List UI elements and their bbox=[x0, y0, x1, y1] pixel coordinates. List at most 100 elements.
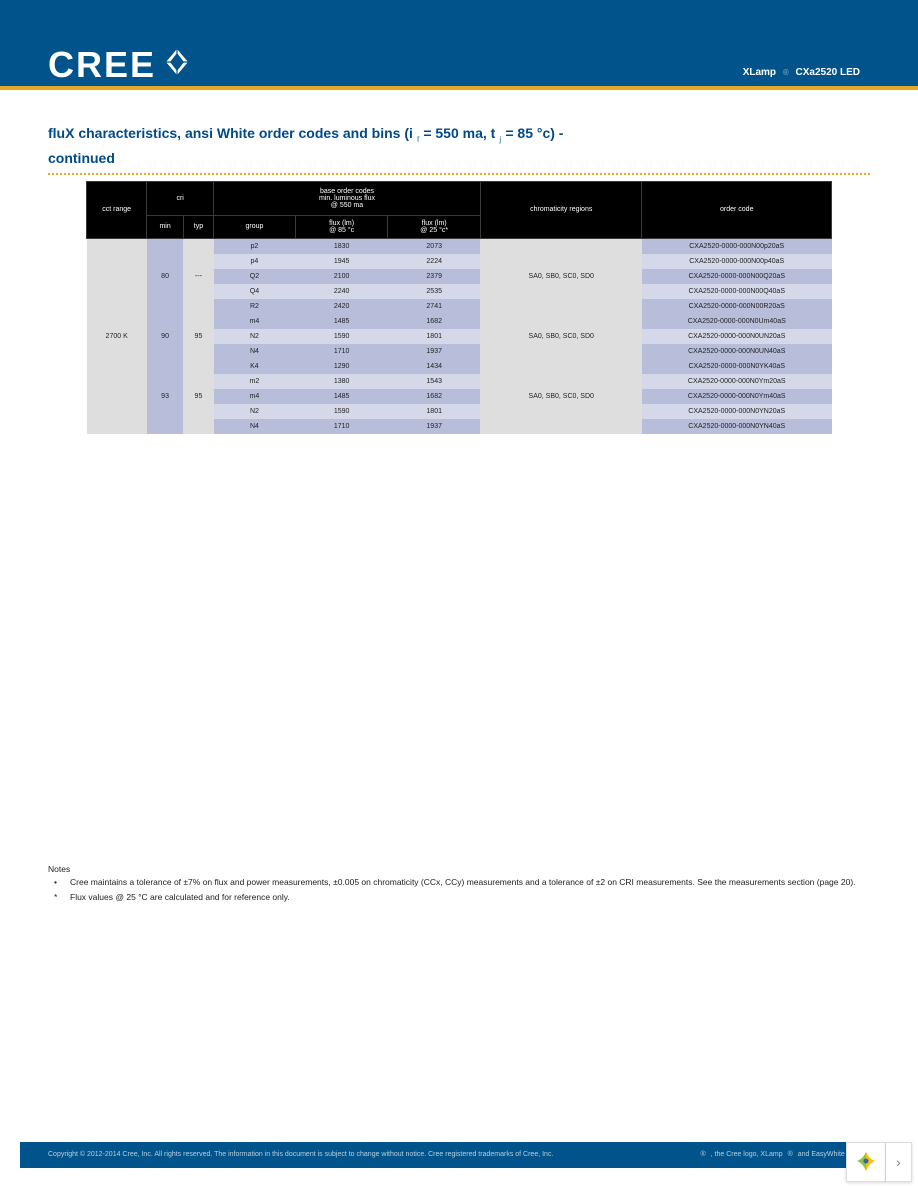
cell-chrom: SA0, SB0, SC0, SD0 bbox=[480, 359, 641, 434]
cell-flux25: 2379 bbox=[388, 269, 481, 284]
th-cri: cri bbox=[147, 181, 214, 215]
table-head: cct range cri base order codes min. lumi… bbox=[87, 181, 832, 238]
note-item: *Flux values @ 25 °C are calculated and … bbox=[70, 891, 870, 904]
note-bullet: * bbox=[54, 891, 57, 904]
logo: CREE bbox=[48, 44, 192, 86]
logo-icon bbox=[162, 47, 192, 84]
th-base: base order codes min. luminous flux @ 55… bbox=[214, 181, 481, 215]
cell-order: CXA2520-0000-000N0Um40aS bbox=[642, 314, 832, 329]
title-sub-f: f bbox=[417, 135, 420, 144]
title-continued: continued bbox=[48, 150, 115, 166]
cell-flux25: 2224 bbox=[388, 254, 481, 269]
cell-flux85: 2240 bbox=[295, 284, 388, 299]
section-title: fluX characteristics, ansi White order c… bbox=[48, 122, 870, 169]
cell-order: CXA2520-0000-000N0YN20aS bbox=[642, 404, 832, 419]
cell-order: CXA2520-0000-000N0YK40aS bbox=[642, 359, 832, 374]
cell-flux25: 2535 bbox=[388, 284, 481, 299]
cell-flux25: 1801 bbox=[388, 404, 481, 419]
cell-flux85: 1590 bbox=[295, 329, 388, 344]
cell-order: CXA2520-0000-000N00Q20aS bbox=[642, 269, 832, 284]
note-item: •Cree maintains a tolerance of ±7% on fl… bbox=[70, 876, 870, 889]
cell-flux25: 1937 bbox=[388, 419, 481, 434]
cell-group: N2 bbox=[214, 404, 296, 419]
footer-sep-icon: ® bbox=[788, 1151, 793, 1158]
footer-part-0: , the Cree logo, XLamp bbox=[711, 1151, 783, 1158]
cell-order: CXA2520-0000-000N0UN20aS bbox=[642, 329, 832, 344]
cell-flux85: 1590 bbox=[295, 404, 388, 419]
cell-flux85: 2420 bbox=[295, 299, 388, 314]
table-row: 2700 K80---p218302073SA0, SB0, SC0, SD0C… bbox=[87, 238, 832, 254]
cell-group: R2 bbox=[214, 299, 296, 314]
product-model: CXa2520 LED bbox=[796, 67, 860, 78]
cell-flux85: 1380 bbox=[295, 374, 388, 389]
note-bullet: • bbox=[54, 876, 57, 889]
cell-group: N4 bbox=[214, 344, 296, 359]
cell-flux85: 1945 bbox=[295, 254, 388, 269]
cell-flux85: 1485 bbox=[295, 314, 388, 329]
table-row: 9095m414851682SA0, SB0, SC0, SD0CXA2520-… bbox=[87, 314, 832, 329]
cell-group: Q2 bbox=[214, 269, 296, 284]
cell-flux25: 1801 bbox=[388, 329, 481, 344]
cell-group: N2 bbox=[214, 329, 296, 344]
cell-order: CXA2520-0000-000N0Ym20aS bbox=[642, 374, 832, 389]
cell-flux85: 1485 bbox=[295, 389, 388, 404]
cell-group: N4 bbox=[214, 419, 296, 434]
cell-order: CXA2520-0000-000N00p40aS bbox=[642, 254, 832, 269]
title-eq2: = 85 °c) - bbox=[505, 125, 563, 141]
cell-cri-typ: --- bbox=[183, 238, 213, 314]
chevron-right-icon: › bbox=[896, 1154, 901, 1170]
cell-order: CXA2520-0000-000N0Ym40aS bbox=[642, 389, 832, 404]
title-sub-j: j bbox=[499, 135, 501, 144]
cell-cri-min: 93 bbox=[147, 359, 184, 434]
table-row: 9395K412901434SA0, SB0, SC0, SD0CXA2520-… bbox=[87, 359, 832, 374]
cell-group: p4 bbox=[214, 254, 296, 269]
flux-table: cct range cri base order codes min. lumi… bbox=[86, 181, 832, 434]
title-main: fluX characteristics, ansi White order c… bbox=[48, 125, 413, 141]
page-footer: Copyright © 2012-2014 Cree, Inc. All rig… bbox=[20, 1142, 898, 1169]
table-body: 2700 K80---p218302073SA0, SB0, SC0, SD0C… bbox=[87, 238, 832, 434]
cell-order: CXA2520-0000-000N0YN40aS bbox=[642, 419, 832, 434]
cell-flux85: 1830 bbox=[295, 238, 388, 254]
cell-flux25: 2741 bbox=[388, 299, 481, 314]
cell-cri-min: 80 bbox=[147, 238, 184, 314]
footer-sep-icon: ® bbox=[701, 1151, 706, 1158]
cell-cri-typ: 95 bbox=[183, 359, 213, 434]
cell-cct: 2700 K bbox=[87, 238, 147, 434]
product-line: XLamp bbox=[743, 67, 776, 78]
th-cct: cct range bbox=[87, 181, 147, 238]
th-group: group bbox=[214, 215, 296, 238]
corner-next-button[interactable]: › bbox=[886, 1142, 912, 1182]
cell-group: p2 bbox=[214, 238, 296, 254]
cell-flux25: 1937 bbox=[388, 344, 481, 359]
th-chrom: chromaticity regions bbox=[480, 181, 641, 238]
th-flux25: flux (lm) @ 25 °c* bbox=[388, 215, 481, 238]
cell-flux85: 2100 bbox=[295, 269, 388, 284]
th-cri-typ: typ bbox=[183, 215, 213, 238]
content-area: fluX characteristics, ansi White order c… bbox=[0, 90, 918, 434]
cell-group: K4 bbox=[214, 359, 296, 374]
cell-chrom: SA0, SB0, SC0, SD0 bbox=[480, 238, 641, 314]
logo-text: CREE bbox=[48, 44, 156, 86]
separator-icon: ® bbox=[783, 68, 789, 77]
table-wrapper: cct range cri base order codes min. lumi… bbox=[86, 181, 832, 434]
corner-logo-icon[interactable] bbox=[846, 1142, 886, 1182]
footer-right: ® , the Cree logo, XLamp ® and EasyWhite… bbox=[698, 1150, 871, 1161]
notes-title: Notes bbox=[48, 864, 870, 874]
cell-order: CXA2520-0000-000N00R20aS bbox=[642, 299, 832, 314]
cell-group: m2 bbox=[214, 374, 296, 389]
cell-cri-min: 90 bbox=[147, 314, 184, 359]
footer-left: Copyright © 2012-2014 Cree, Inc. All rig… bbox=[48, 1150, 553, 1161]
cell-group: m4 bbox=[214, 389, 296, 404]
cell-chrom: SA0, SB0, SC0, SD0 bbox=[480, 314, 641, 359]
cell-flux25: 1682 bbox=[388, 314, 481, 329]
note-text: Flux values @ 25 °C are calculated and f… bbox=[70, 892, 290, 902]
cell-group: Q4 bbox=[214, 284, 296, 299]
dashed-divider bbox=[48, 173, 870, 175]
note-text: Cree maintains a tolerance of ±7% on flu… bbox=[70, 877, 856, 887]
title-eq1: = 550 ma, t bbox=[423, 125, 495, 141]
cell-flux25: 1543 bbox=[388, 374, 481, 389]
cell-group: m4 bbox=[214, 314, 296, 329]
header-product: XLamp ® CXa2520 LED bbox=[743, 67, 860, 78]
cell-order: CXA2520-0000-000N00Q40aS bbox=[642, 284, 832, 299]
corner-widget: › bbox=[846, 1142, 912, 1182]
